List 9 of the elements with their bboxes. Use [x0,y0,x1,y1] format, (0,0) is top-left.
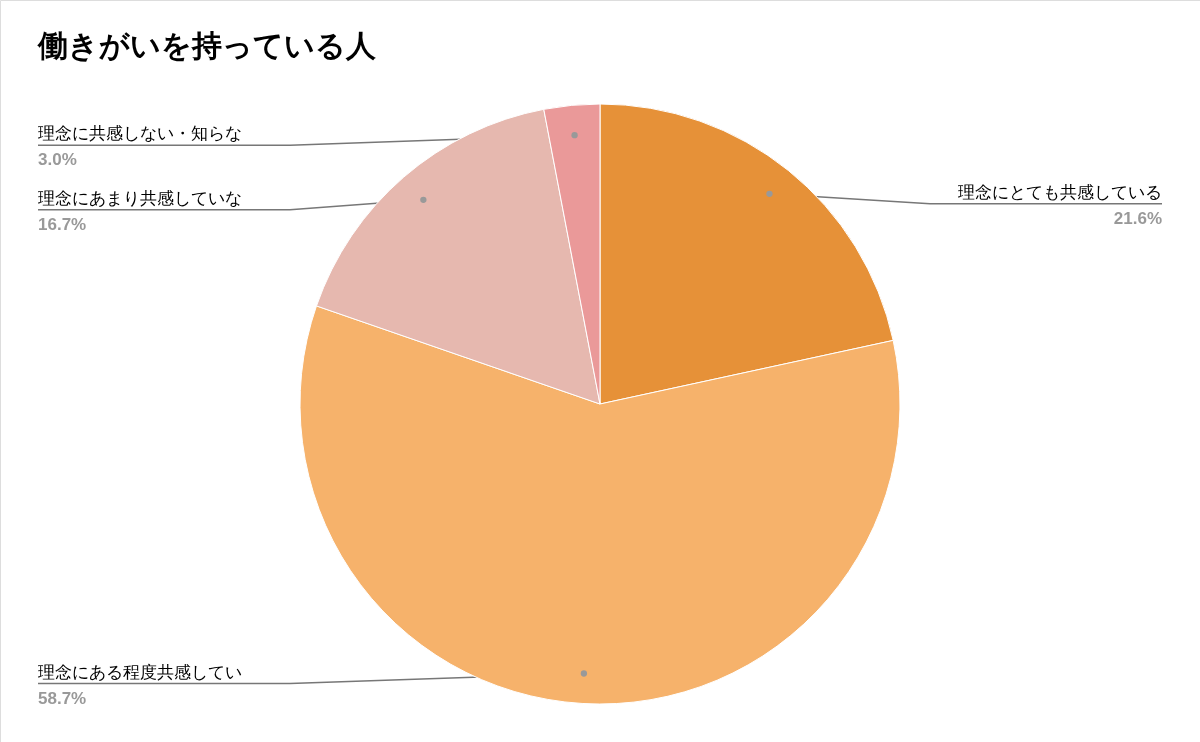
chart-title: 働きがいを持っている人 [37,28,377,63]
slice-label: 理念に共感しない・知らな [38,123,242,144]
data-label: 21.6% [1113,208,1162,228]
slice-label: 理念にあまり共感していな [38,187,242,208]
data-label: 58.7% [38,688,87,708]
slice-label: 理念にある程度共感してい [38,661,242,682]
data-label: 16.7% [38,214,87,234]
data-label: 3.0% [38,150,77,170]
slice-label: 理念にとても共感している [958,181,1162,202]
